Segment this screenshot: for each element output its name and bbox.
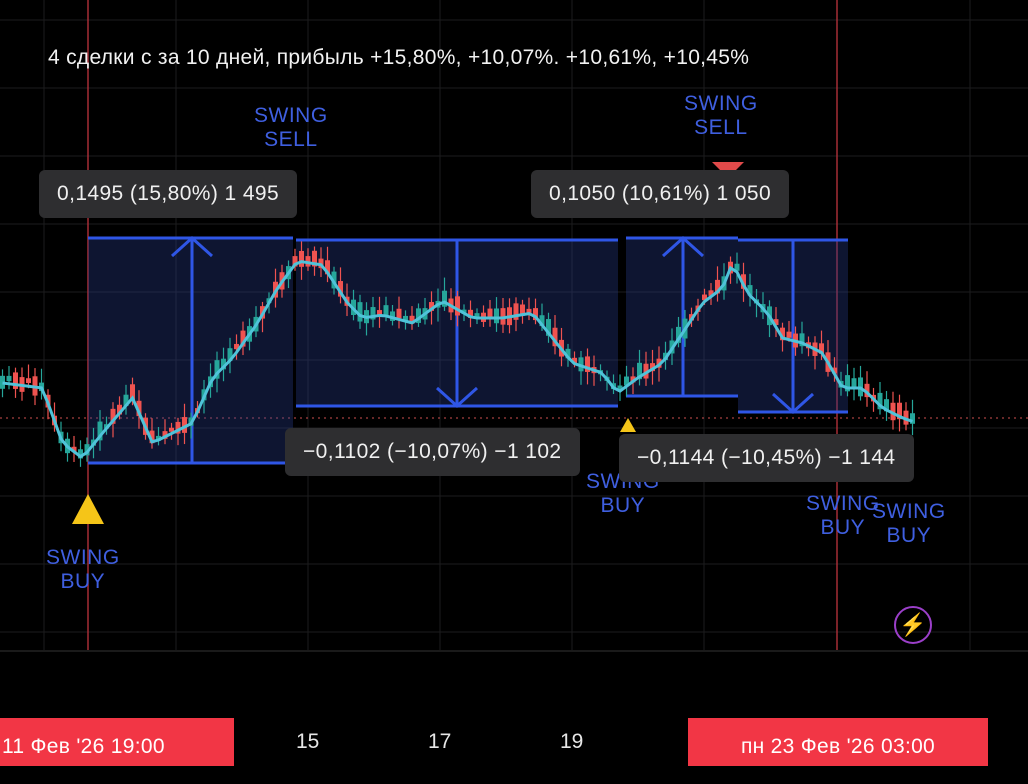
time-axis-tick: 19 bbox=[560, 730, 584, 753]
measure-tooltip-3: 0,1050 (10,61%) 1 050 bbox=[531, 170, 790, 218]
measure-tooltip-1: 0,1495 (15,80%) 1 495 bbox=[39, 170, 298, 218]
time-axis-tick: 15 bbox=[296, 730, 320, 753]
chart-headline: 4 сделки с за 10 дней, прибыль +15,80%, … bbox=[48, 46, 750, 69]
measure-tooltip-4: −0,1144 (−10,45%) −1 144 bbox=[619, 434, 914, 482]
time-axis-start-badge: 11 Фев '26 19:00 bbox=[0, 718, 234, 766]
swing-sell-label: SWING SELL bbox=[684, 92, 758, 139]
swing-buy-label: SWING BUY bbox=[872, 500, 946, 547]
swing-buy-label: SWING BUY bbox=[806, 492, 880, 539]
time-axis-end-badge: пн 23 Фев '26 03:00 bbox=[688, 718, 988, 766]
buy-triangle-icon bbox=[72, 494, 104, 524]
buy-triangle-icon bbox=[620, 418, 636, 432]
lightning-bolt-icon[interactable]: ⚡ bbox=[894, 606, 932, 644]
measure-tooltip-2: −0,1102 (−10,07%) −1 102 bbox=[285, 428, 580, 476]
swing-sell-label: SWING SELL bbox=[254, 104, 328, 151]
measure-lines bbox=[88, 235, 848, 465]
moving-average-line bbox=[2, 260, 913, 459]
time-axis-tick: 17 bbox=[428, 730, 452, 753]
swing-buy-label: SWING BUY bbox=[46, 546, 120, 593]
